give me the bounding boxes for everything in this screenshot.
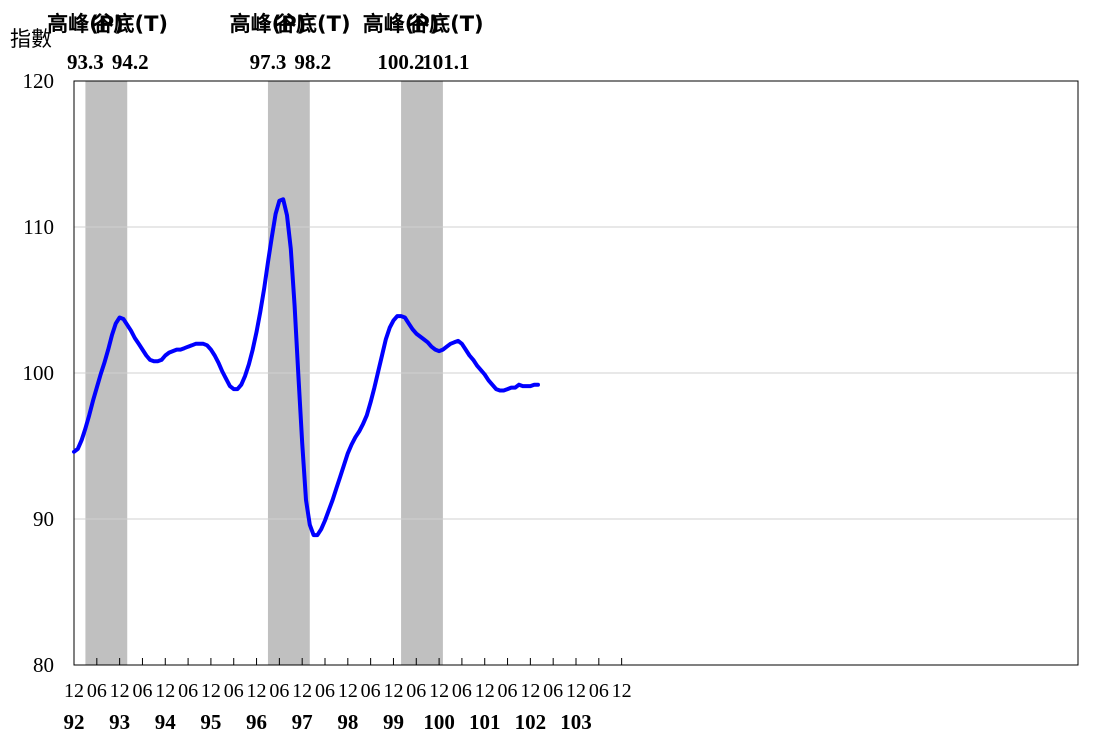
x-month-label: 06: [132, 680, 152, 702]
x-year-label: 93: [109, 710, 130, 731]
peak-date: 100.2: [377, 50, 424, 74]
x-year-label: 97: [292, 710, 313, 731]
trough-label: 谷底(T): [408, 12, 484, 36]
x-month-label: 12: [475, 680, 495, 702]
peak-label: 高峰(P): [230, 12, 307, 36]
x-year-label: 102: [515, 710, 547, 731]
peak-label: 高峰(P): [47, 12, 124, 36]
trough-date: 94.2: [112, 50, 149, 74]
x-month-label: 12: [429, 680, 449, 702]
x-month-label: 12: [201, 680, 221, 702]
x-month-label: 06: [178, 680, 198, 702]
x-month-label: 12: [612, 680, 632, 702]
gridlines: [74, 226, 1078, 520]
trough-date: 98.2: [294, 50, 331, 74]
x-axis-labels: 12 06 12 06 12 06 12 06 12 06 12 06 12 06 12 06 12 06 12 06…: [64, 680, 632, 731]
peak-label: 高峰(P): [363, 12, 440, 36]
peak-date: 97.3: [250, 50, 287, 74]
x-month-label: 06: [315, 680, 335, 702]
y-axis: 80 90 100 110 120: [23, 69, 55, 677]
x-month-label: 06: [269, 680, 289, 702]
x-month-label: 12: [566, 680, 586, 702]
x-month-label: 06: [361, 680, 381, 702]
x-month-label: 12: [247, 680, 267, 702]
x-month-label: 06: [224, 680, 244, 702]
x-year-label: 92: [64, 710, 85, 731]
x-month-label: 12: [338, 680, 358, 702]
x-month-label: 06: [589, 680, 609, 702]
x-month-label: 12: [292, 680, 312, 702]
trough-label: 谷底(T): [275, 12, 351, 36]
cycle-annotations: 高峰(P) 93.3 谷底(T) 94.2 高峰(P) 97.3 谷底(T) 98.2 高峰(P…: [47, 12, 484, 74]
x-month-label: 12: [110, 680, 130, 702]
y-tick-label: 80: [33, 653, 54, 677]
y-tick-label: 120: [23, 69, 55, 93]
x-month-label: 06: [498, 680, 518, 702]
trough-date: 101.1: [422, 50, 469, 74]
peak-date: 93.3: [67, 50, 104, 74]
x-month-label: 12: [155, 680, 175, 702]
x-year-label: 103: [560, 710, 592, 731]
x-year-label: 101: [469, 710, 501, 731]
x-month-label: 06: [452, 680, 472, 702]
x-month-label: 12: [64, 680, 84, 702]
trough-label: 谷底(T): [92, 12, 168, 36]
x-axis-ticks: [73, 658, 623, 665]
series-line: [72, 197, 540, 538]
y-tick-label: 90: [33, 507, 54, 531]
x-year-label: 94: [155, 710, 177, 731]
x-month-label: 06: [543, 680, 563, 702]
y-tick-label: 100: [23, 361, 55, 385]
x-month-label: 06: [406, 680, 426, 702]
x-month-label: 12: [520, 680, 540, 702]
x-year-label: 98: [337, 710, 358, 731]
x-month-label: 06: [87, 680, 107, 702]
x-month-label: 12: [383, 680, 403, 702]
x-year-label: 99: [383, 710, 404, 731]
x-year-label: 96: [246, 710, 267, 731]
x-year-label: 100: [423, 710, 455, 731]
x-year-label: 95: [200, 710, 221, 731]
y-axis-label: 指數: [10, 27, 52, 51]
y-tick-label: 110: [23, 215, 54, 239]
